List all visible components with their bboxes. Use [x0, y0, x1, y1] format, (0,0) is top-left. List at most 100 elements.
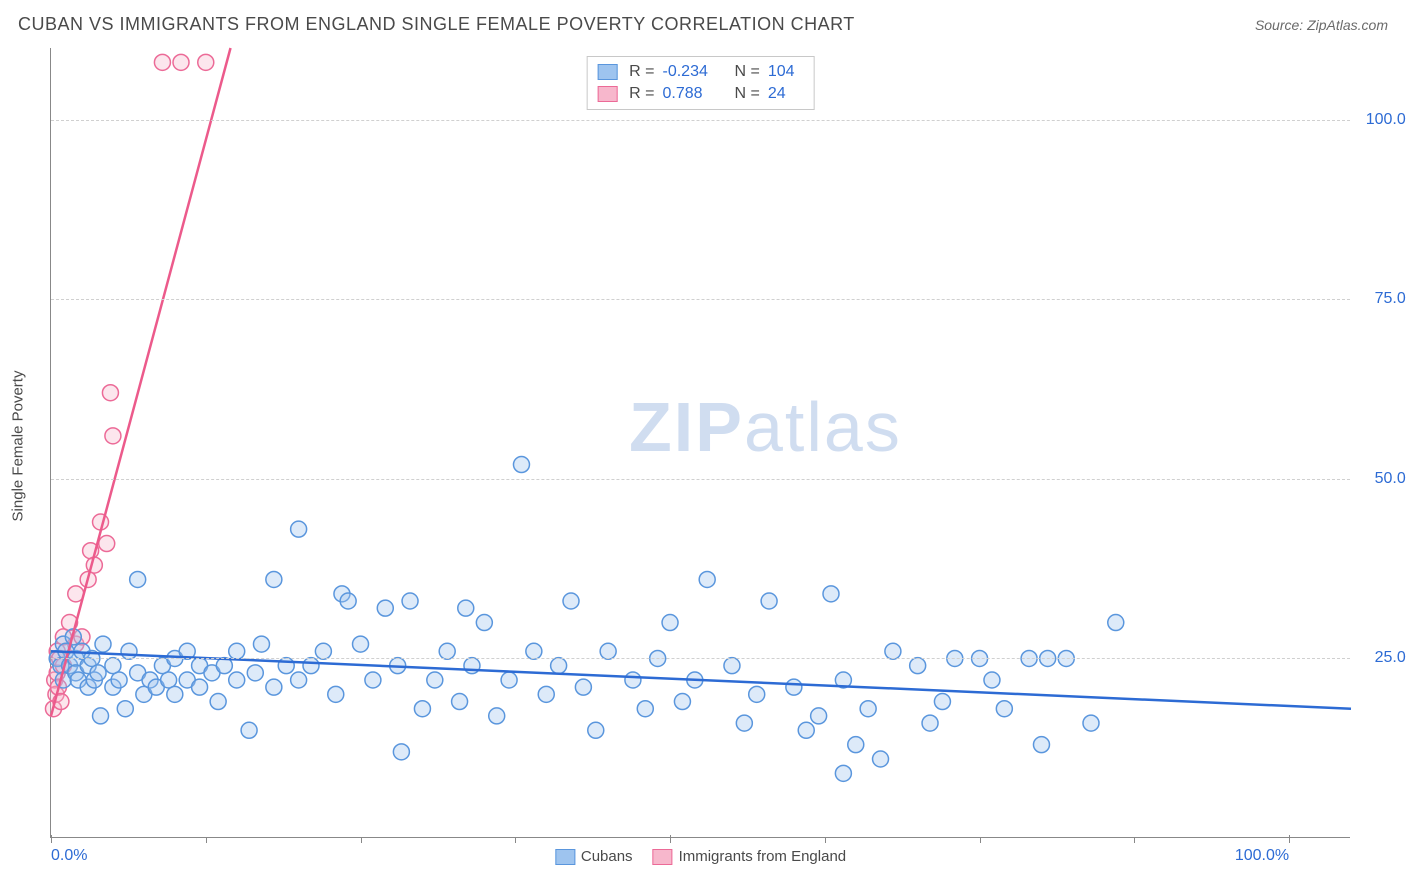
- stats-row: R = -0.234 N = 104: [597, 61, 804, 83]
- gridline: [51, 479, 1350, 480]
- plot-area: ZIPatlas R =-0.234N =104R =0.788N =24 Cu…: [50, 48, 1350, 838]
- data-point: [885, 643, 901, 659]
- data-point: [551, 658, 567, 674]
- chart-source: Source: ZipAtlas.com: [1255, 17, 1388, 33]
- data-point: [241, 722, 257, 738]
- y-axis-label: Single Female Poverty: [10, 371, 27, 522]
- chart-title: CUBAN VS IMMIGRANTS FROM ENGLAND SINGLE …: [18, 14, 855, 35]
- data-point: [117, 701, 133, 717]
- data-point: [402, 593, 418, 609]
- data-point: [637, 701, 653, 717]
- data-point: [353, 636, 369, 652]
- stats-row: R =0.788N =24: [597, 83, 804, 105]
- xtick: [980, 837, 981, 843]
- data-point: [501, 672, 517, 688]
- data-point: [266, 571, 282, 587]
- data-point: [105, 658, 121, 674]
- data-point: [526, 643, 542, 659]
- data-point: [588, 722, 604, 738]
- stat-n-label: N =: [735, 85, 760, 103]
- data-point: [439, 643, 455, 659]
- data-point: [625, 672, 641, 688]
- data-point: [513, 457, 529, 473]
- data-point: [365, 672, 381, 688]
- data-point: [95, 636, 111, 652]
- data-point: [414, 701, 430, 717]
- data-point: [130, 571, 146, 587]
- data-point: [761, 593, 777, 609]
- xtick: [51, 835, 52, 843]
- data-point: [848, 737, 864, 753]
- data-point: [291, 672, 307, 688]
- series-swatch: [597, 86, 617, 102]
- data-point: [105, 428, 121, 444]
- trend-line: [51, 48, 231, 716]
- data-point: [427, 672, 443, 688]
- stat-r-label: R =: [629, 63, 654, 81]
- data-point: [99, 536, 115, 552]
- data-point: [811, 708, 827, 724]
- gridline: [51, 120, 1350, 121]
- data-point: [210, 694, 226, 710]
- data-point: [154, 54, 170, 70]
- ytick-label: 100.0%: [1360, 111, 1406, 129]
- legend-label: Cubans: [581, 848, 633, 865]
- series-swatch: [555, 849, 575, 865]
- data-point: [736, 715, 752, 731]
- xtick: [361, 837, 362, 843]
- data-point: [563, 593, 579, 609]
- legend-item: Cubans: [555, 848, 633, 865]
- data-point: [315, 643, 331, 659]
- xtick-label: 0.0%: [51, 847, 87, 865]
- data-point: [674, 694, 690, 710]
- legend: Cubans Immigrants from England: [555, 848, 846, 865]
- trend-line: [51, 651, 1351, 708]
- data-point: [452, 694, 468, 710]
- xtick: [670, 835, 671, 843]
- data-point: [340, 593, 356, 609]
- data-point: [786, 679, 802, 695]
- data-point: [996, 701, 1012, 717]
- chart-header: CUBAN VS IMMIGRANTS FROM ENGLAND SINGLE …: [18, 14, 1388, 35]
- xtick: [1134, 837, 1135, 843]
- legend-item: Immigrants from England: [653, 848, 847, 865]
- legend-label: Immigrants from England: [679, 848, 847, 865]
- stat-n-value: 104: [768, 63, 804, 81]
- data-point: [489, 708, 505, 724]
- data-point: [749, 686, 765, 702]
- data-point: [835, 765, 851, 781]
- data-point: [476, 615, 492, 631]
- ytick-label: 50.0%: [1360, 470, 1406, 488]
- data-point: [724, 658, 740, 674]
- stat-r-value: -0.234: [663, 63, 723, 81]
- ytick-label: 25.0%: [1360, 649, 1406, 667]
- stat-r-label: R =: [629, 85, 654, 103]
- stat-n-label: N =: [735, 63, 760, 81]
- data-point: [1033, 737, 1049, 753]
- data-point: [934, 694, 950, 710]
- data-point: [575, 679, 591, 695]
- ytick-label: 75.0%: [1360, 290, 1406, 308]
- data-point: [90, 665, 106, 681]
- data-point: [93, 708, 109, 724]
- data-point: [823, 586, 839, 602]
- xtick-label: 100.0%: [1235, 847, 1289, 865]
- data-point: [303, 658, 319, 674]
- data-point: [229, 643, 245, 659]
- data-point: [247, 665, 263, 681]
- data-point: [538, 686, 554, 702]
- data-point: [873, 751, 889, 767]
- data-point: [111, 672, 127, 688]
- series-swatch: [653, 849, 673, 865]
- data-point: [1083, 715, 1099, 731]
- data-point: [699, 571, 715, 587]
- data-point: [458, 600, 474, 616]
- data-point: [377, 600, 393, 616]
- gridline: [51, 299, 1350, 300]
- gridline: [51, 658, 1350, 659]
- stat-r-value: 0.788: [663, 85, 723, 103]
- data-point: [662, 615, 678, 631]
- data-point: [161, 672, 177, 688]
- data-point: [984, 672, 1000, 688]
- data-point: [278, 658, 294, 674]
